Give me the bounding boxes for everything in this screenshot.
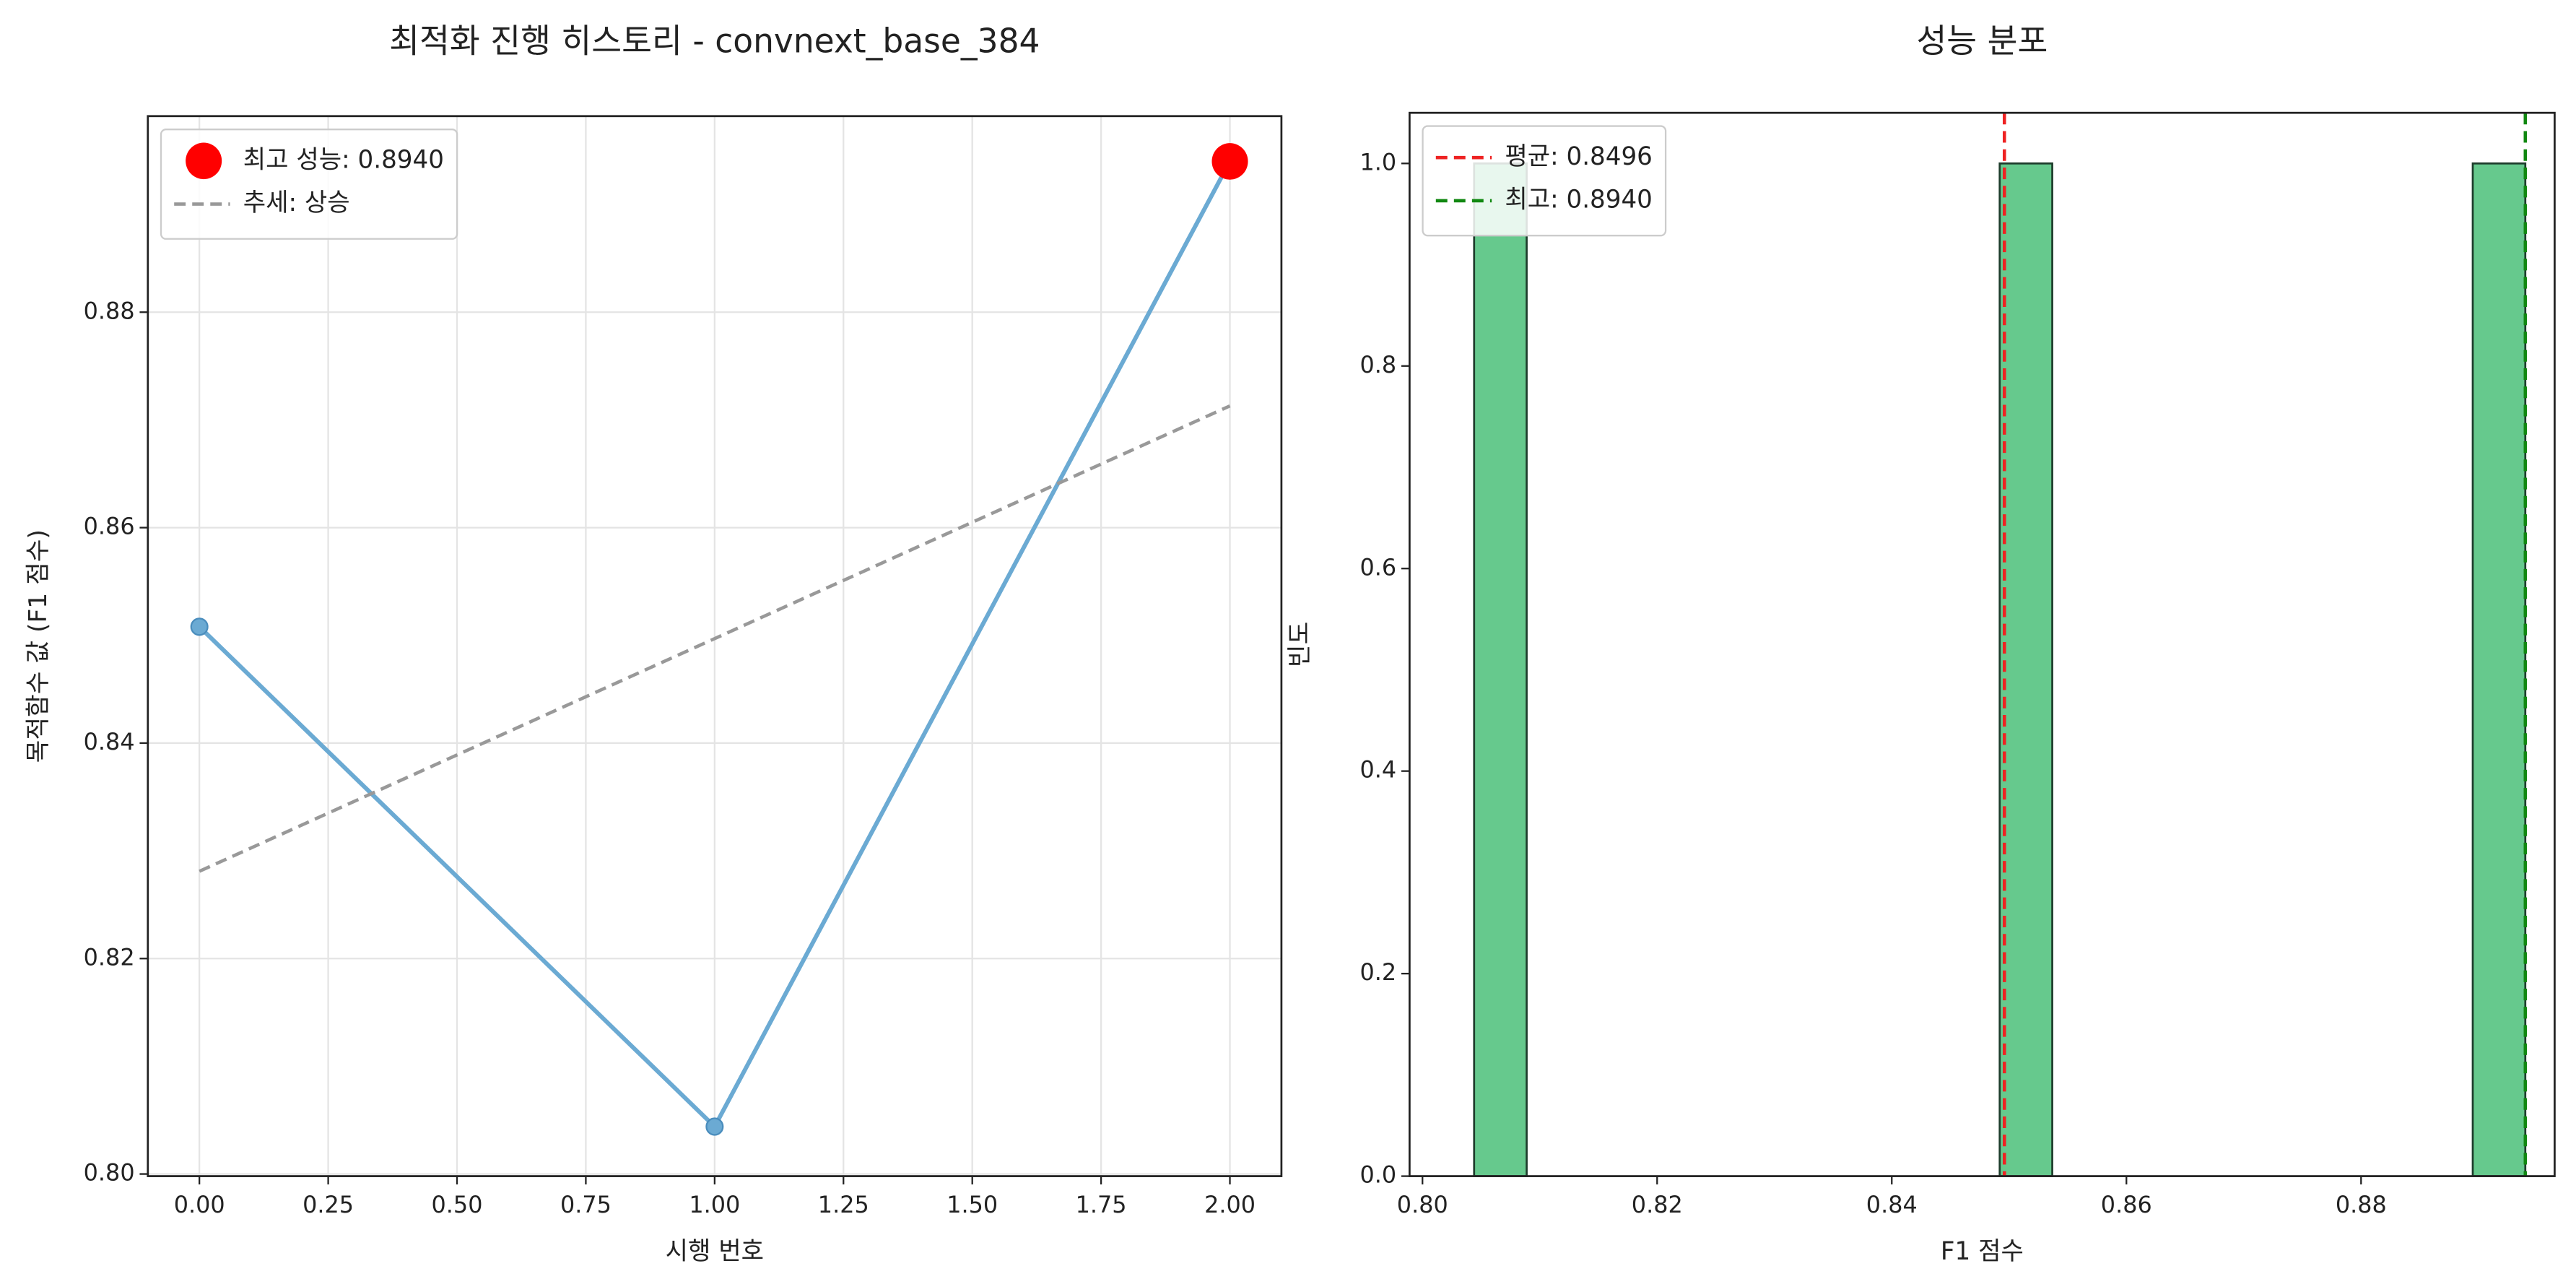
histogram-bar <box>2471 162 2527 1177</box>
y-tick-label: 0.8 <box>1360 351 1397 378</box>
histogram-bar <box>1998 162 2053 1177</box>
plot-frame <box>1409 111 2556 1177</box>
y-tick-label: 0.0 <box>1360 1161 1397 1188</box>
y-tick-label: 0.82 <box>84 943 135 971</box>
legend-label: 추세: 상승 <box>243 188 350 217</box>
trend-line <box>199 404 1231 873</box>
y-tick-label: 0.88 <box>84 297 135 324</box>
y-tick-label: 0.86 <box>84 513 135 540</box>
legend-box <box>160 129 458 240</box>
x-tick-label: 0.00 <box>174 1191 225 1218</box>
legend-marker <box>186 142 222 180</box>
y-axis-label: 목적함수 값 (F1 점수) <box>24 529 53 763</box>
legend: 평균: 0.8496 최고: 0.8940 <box>1422 125 1667 237</box>
x-tick-label: 2.00 <box>1204 1191 1256 1218</box>
chart-title: 최적화 진행 히스토리 - convnext_base_384 <box>389 22 1040 60</box>
x-tick-label: 0.75 <box>560 1191 612 1218</box>
histogram-bar <box>1473 162 1528 1177</box>
legend-label: 최고: 0.8940 <box>1505 185 1653 214</box>
y-tick-label: 0.6 <box>1360 553 1397 581</box>
x-tick-label: 1.50 <box>947 1191 998 1218</box>
x-tick-label: 0.82 <box>1632 1191 1683 1218</box>
y-tick-label: 0.80 <box>84 1159 135 1187</box>
y-tick-label: 0.2 <box>1360 958 1397 986</box>
x-tick-label: 0.84 <box>1866 1191 1918 1218</box>
data-point <box>190 617 209 636</box>
legend-box <box>1422 125 1667 237</box>
x-tick-label: 0.80 <box>1397 1191 1448 1218</box>
data-point <box>705 1117 724 1136</box>
x-tick-label: 1.75 <box>1076 1191 1127 1218</box>
legend-label: 최고 성능: 0.8940 <box>243 145 444 174</box>
legend: 최고 성능: 0.8940 추세: 상승 <box>160 129 458 240</box>
x-axis-label: 시행 번호 <box>666 1237 764 1266</box>
x-tick-label: 0.88 <box>2336 1191 2387 1218</box>
y-tick-label: 0.4 <box>1360 756 1397 784</box>
legend-label: 평균: 0.8496 <box>1505 142 1653 171</box>
x-tick-label: 0.25 <box>303 1191 354 1218</box>
x-tick-label: 0.50 <box>432 1191 483 1218</box>
y-axis-label: 빈도 <box>1286 622 1315 667</box>
y-tick-label: 1.0 <box>1360 148 1397 175</box>
y-tick-label: 0.84 <box>84 728 135 755</box>
best-point <box>1211 143 1248 180</box>
x-axis-label: F1 점수 <box>1941 1237 2024 1266</box>
plot-frame <box>147 115 1283 1177</box>
chart-title: 성능 분포 <box>1916 22 2048 60</box>
x-tick-label: 1.25 <box>818 1191 869 1218</box>
x-tick-label: 0.86 <box>2101 1191 2152 1218</box>
x-tick-label: 1.00 <box>689 1191 740 1218</box>
